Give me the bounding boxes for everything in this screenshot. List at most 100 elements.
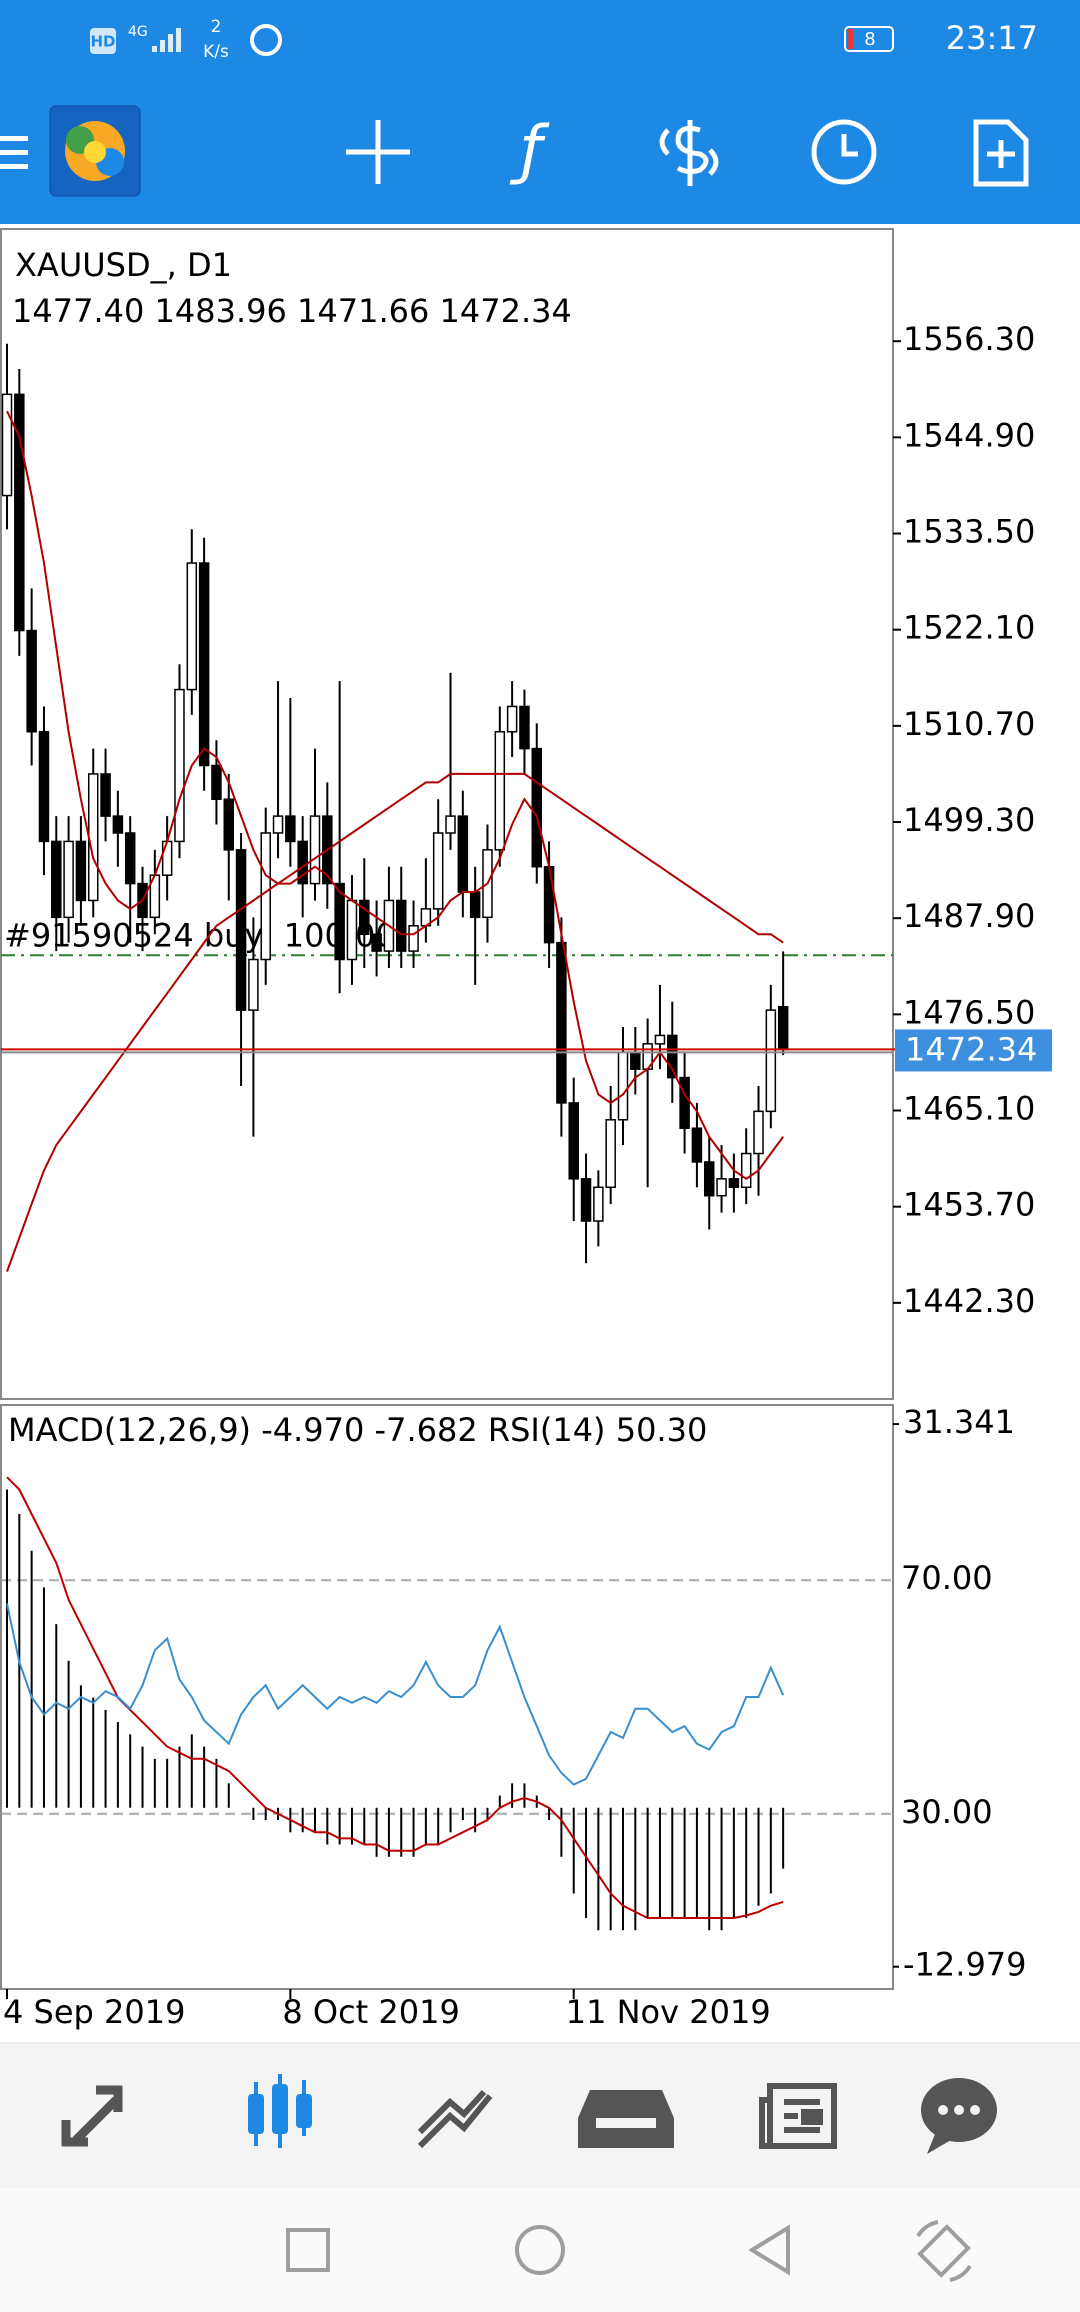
candle-body [63,840,74,919]
candle-body [87,773,99,902]
candle-body [432,832,444,910]
x-tick-label: 4 Sep 2019 [3,1993,185,2031]
candle-body [223,798,235,851]
candle-body [506,705,518,733]
battery-level [847,29,853,49]
candle-body [346,899,358,961]
y-tick-label: 1487.90 [903,897,1035,935]
candle-body [679,1076,690,1129]
moving-average [6,772,784,1272]
rsi-tick-label: 30.00 [901,1793,993,1831]
candle-body [211,764,222,800]
candle-body [667,1034,678,1079]
candle-body [100,773,111,817]
candle-body [716,1178,727,1197]
candle-body [186,562,198,691]
y-tick-label: 1499.30 [903,801,1035,839]
candle-body [568,1102,579,1180]
app-header [0,0,1080,224]
candle-body [630,1051,641,1070]
trade-button[interactable] [659,120,719,186]
recents-button[interactable] [286,2228,330,2272]
candle-body [395,899,407,952]
period-button[interactable] [811,119,877,185]
candle-body [728,1178,740,1189]
moving-average [6,410,785,1181]
battery-icon [844,26,894,52]
history-tab[interactable] [578,2090,674,2148]
candle-body [543,865,555,944]
menu-button[interactable] [0,136,28,169]
x-tick-label: 11 Nov 2019 [566,1993,771,2031]
candle-body [753,1110,764,1155]
y-tick-label: 1465.10 [903,1090,1035,1128]
candle-body [309,815,321,885]
candle-body [359,899,370,935]
rotate-button[interactable] [916,2220,972,2282]
candle-body [469,891,481,919]
candle-body [174,688,185,843]
y-tick-label: 1453.70 [903,1186,1035,1224]
speed-unit: K/s [203,42,229,62]
candle-body [26,629,37,733]
back-button[interactable] [748,2224,790,2276]
candle-body [691,1127,703,1163]
candle-body [740,1152,752,1189]
y-tick-label: 1556.30 [903,320,1035,358]
chart-tab[interactable] [248,2074,312,2148]
candle-body [161,840,173,876]
candle-body [334,882,345,961]
candle-body [235,849,247,1011]
macd-tick-label: 31.341 [903,1403,1015,1441]
candle-body [272,815,284,834]
news-tab[interactable] [759,2083,837,2149]
hd-text: HD [90,33,115,51]
candle-body [605,1119,616,1189]
y-tick-label: 1510.70 [903,705,1035,743]
signal-icon [152,28,181,52]
candle-body [617,1051,629,1121]
candle-body [38,731,50,843]
bottom-toolbar [0,2043,1080,2188]
home-button[interactable] [515,2225,565,2275]
battery-text: 8 [864,29,875,50]
clock: 23:17 [946,19,1038,57]
candle-body [14,393,25,632]
rsi-line [6,1603,785,1786]
candle-body [593,1186,604,1222]
price-panel [0,228,894,1400]
macd-tick-label: -12.979 [903,1946,1027,1984]
chat-tab[interactable] [921,2078,997,2154]
x-tick-label: 8 Oct 2019 [282,1993,459,2031]
macd-signal [6,1476,784,1919]
hd-badge [90,28,116,54]
trade-tab[interactable] [417,2089,493,2149]
candle-body [75,840,87,902]
candle-body [580,1178,592,1222]
sync-icon [250,24,282,56]
candle-body [285,815,296,843]
bid-label: 1472.34 [905,1030,1037,1068]
network-type: 4G [128,24,148,40]
candle-body [408,925,419,952]
candle-body [777,1006,789,1051]
candle-body [457,815,469,893]
candle-body [198,562,210,767]
y-tick-label: 1476.50 [903,993,1035,1031]
speed: 2 [211,17,222,37]
candle-body [519,705,530,750]
candle-body [765,1009,777,1113]
candle-body [1,393,13,497]
candle-body [445,815,456,834]
new-order-button[interactable] [973,119,1029,187]
app-logo[interactable] [49,105,141,197]
crosshair-button[interactable] [346,120,410,184]
candle-body [654,1034,666,1045]
quotes-tab[interactable] [61,2085,123,2147]
candle-body [112,815,124,834]
y-tick-label: 1544.90 [903,416,1035,454]
candle-body [51,840,62,919]
rsi-tick-label: 70.00 [901,1559,993,1597]
candle-body [703,1161,715,1197]
